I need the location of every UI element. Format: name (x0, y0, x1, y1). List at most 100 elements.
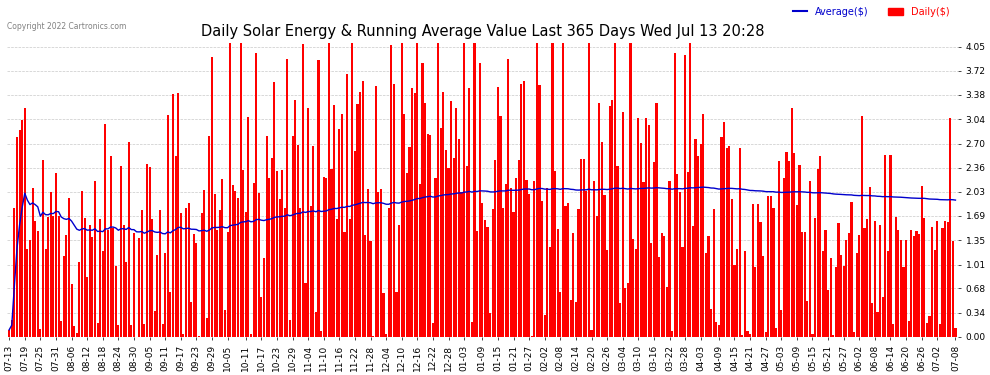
Bar (492, 209, 494, 337)
Bar (671, 332, 673, 337)
Bar (164, 253, 166, 337)
Bar (742, 335, 743, 337)
Bar (910, 230, 913, 337)
Bar (604, 195, 606, 337)
Bar (452, 158, 454, 337)
Bar (435, 178, 437, 337)
Bar (465, 165, 467, 337)
Bar (887, 251, 889, 337)
Bar (756, 204, 759, 337)
Bar (820, 156, 822, 337)
Bar (315, 312, 317, 337)
Bar (302, 44, 304, 337)
Bar (833, 335, 835, 337)
Bar (542, 201, 544, 337)
Bar (243, 170, 245, 337)
Bar (946, 222, 948, 337)
Bar (726, 148, 728, 337)
Bar (297, 145, 299, 337)
Bar (762, 256, 764, 337)
Bar (104, 124, 106, 337)
Bar (54, 173, 57, 337)
Bar (112, 228, 114, 337)
Bar (353, 151, 356, 337)
Bar (414, 93, 416, 337)
Bar (222, 180, 224, 337)
Bar (510, 188, 512, 337)
Bar (609, 106, 611, 337)
Bar (125, 262, 127, 337)
Bar (201, 213, 203, 337)
Bar (344, 232, 346, 337)
Bar (630, 43, 632, 337)
Bar (513, 211, 515, 337)
Bar (235, 190, 237, 337)
Bar (593, 182, 595, 337)
Bar (767, 196, 769, 337)
Bar (374, 86, 377, 337)
Bar (866, 219, 868, 337)
Bar (398, 225, 400, 337)
Bar (190, 302, 192, 337)
Bar (380, 189, 382, 337)
Bar (390, 45, 392, 337)
Bar (772, 208, 774, 337)
Bar (842, 266, 844, 337)
Bar (268, 178, 270, 337)
Bar (489, 313, 491, 337)
Bar (305, 282, 307, 337)
Bar (523, 81, 525, 337)
Bar (526, 180, 528, 337)
Bar (505, 184, 507, 337)
Bar (115, 266, 117, 337)
Bar (356, 104, 358, 337)
Bar (102, 251, 104, 337)
Bar (211, 57, 213, 337)
Bar (817, 169, 819, 337)
Bar (148, 168, 150, 337)
Bar (81, 191, 83, 337)
Bar (248, 117, 249, 337)
Bar (214, 194, 216, 337)
Bar (801, 232, 803, 337)
Bar (99, 219, 101, 337)
Bar (905, 240, 907, 337)
Bar (871, 303, 873, 337)
Bar (484, 220, 486, 337)
Bar (721, 136, 723, 337)
Bar (240, 43, 242, 337)
Bar (536, 43, 538, 337)
Bar (827, 290, 829, 337)
Bar (700, 144, 702, 337)
Bar (468, 88, 470, 337)
Bar (206, 318, 208, 337)
Bar (668, 181, 670, 337)
Bar (460, 192, 462, 337)
Bar (858, 236, 860, 337)
Bar (931, 227, 934, 337)
Bar (528, 194, 531, 337)
Bar (734, 266, 736, 337)
Bar (131, 324, 133, 337)
Bar (666, 287, 668, 337)
Bar (128, 142, 130, 337)
Bar (502, 208, 504, 337)
Bar (531, 336, 533, 337)
Bar (564, 206, 566, 337)
Bar (70, 284, 72, 337)
Bar (156, 255, 158, 337)
Bar (479, 63, 481, 337)
Bar (265, 136, 267, 337)
Bar (729, 146, 731, 337)
Bar (876, 312, 878, 337)
Bar (879, 225, 881, 337)
Bar (180, 213, 182, 337)
Bar (806, 301, 808, 337)
Bar (361, 81, 363, 337)
Bar (650, 243, 652, 337)
Bar (647, 126, 649, 337)
Bar (689, 43, 691, 337)
Bar (569, 300, 572, 337)
Bar (601, 142, 603, 337)
Bar (422, 63, 424, 337)
